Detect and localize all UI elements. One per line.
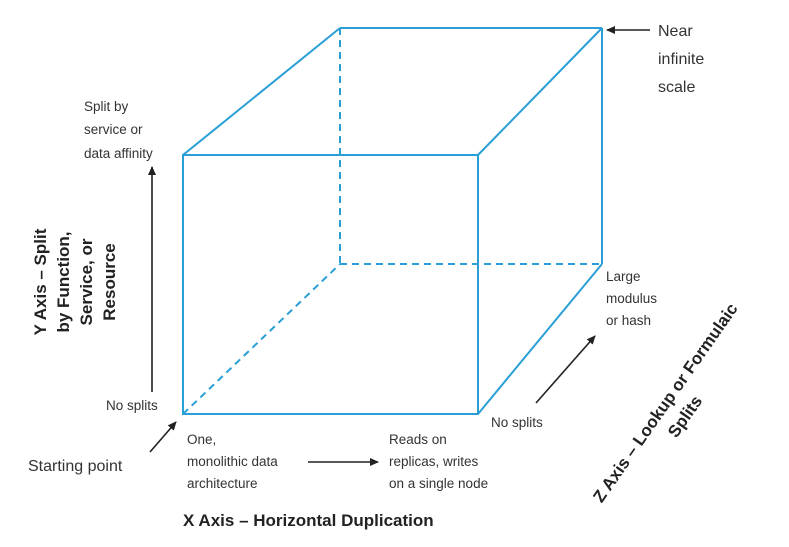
split-by-service-line-3: data affinity	[84, 146, 153, 161]
monolithic-line-1: One,	[187, 432, 216, 447]
near-infinite-line-2: infinite	[658, 51, 704, 68]
y-axis-title-line-4: Resource	[100, 243, 119, 320]
monolithic-line-2: monolithic data	[187, 454, 278, 469]
near-infinite-label: Near infinite scale	[658, 23, 704, 96]
large-modulus-line-2: modulus	[606, 291, 657, 306]
z-axis-title-line-1: Z Axis – Lookup or Formulaic	[589, 300, 741, 506]
no-splits-right-label: No splits	[491, 415, 543, 430]
near-infinite-line-3: scale	[658, 79, 695, 96]
reads-replicas-label: Reads on replicas, writes on a single no…	[389, 432, 488, 491]
reads-replicas-line-3: on a single node	[389, 476, 488, 491]
split-by-service-label: Split by service or data affinity	[84, 99, 153, 161]
monolithic-label: One, monolithic data architecture	[187, 432, 278, 491]
reads-replicas-line-2: replicas, writes	[389, 454, 479, 469]
z-axis-arrow	[535, 335, 596, 404]
y-axis-title-line-1: Y Axis – Split	[31, 228, 50, 335]
cube	[182, 27, 603, 415]
monolithic-line-3: architecture	[187, 476, 258, 491]
near-infinite-line-1: Near	[658, 23, 693, 40]
starting-point-label: Starting point	[28, 458, 123, 475]
large-modulus-line-3: or hash	[606, 313, 651, 328]
split-by-service-line-1: Split by	[84, 99, 129, 114]
z-axis-title: Z Axis – Lookup or Formulaic Splits	[589, 300, 741, 506]
cube-hidden-edge-diagonal	[182, 263, 341, 415]
x-axis-title: X Axis – Horizontal Duplication	[183, 511, 434, 530]
starting-point-arrow	[149, 421, 177, 453]
split-by-service-line-2: service or	[84, 122, 143, 137]
cube-front-face	[182, 154, 479, 415]
y-axis-title-line-2: by Function,	[54, 231, 73, 332]
cube-edge-top-left	[182, 27, 341, 156]
reads-replicas-line-1: Reads on	[389, 432, 447, 447]
y-axis-title-line-3: Service, or	[77, 238, 96, 325]
large-modulus-label: Large modulus or hash	[606, 269, 657, 328]
y-axis-title: Y Axis – Split by Function, Service, or …	[31, 228, 119, 335]
cube-edge-top-right	[477, 27, 603, 156]
large-modulus-line-1: Large	[606, 269, 641, 284]
cube-edge-bottom-right	[477, 263, 603, 415]
no-splits-left-label: No splits	[106, 398, 158, 413]
